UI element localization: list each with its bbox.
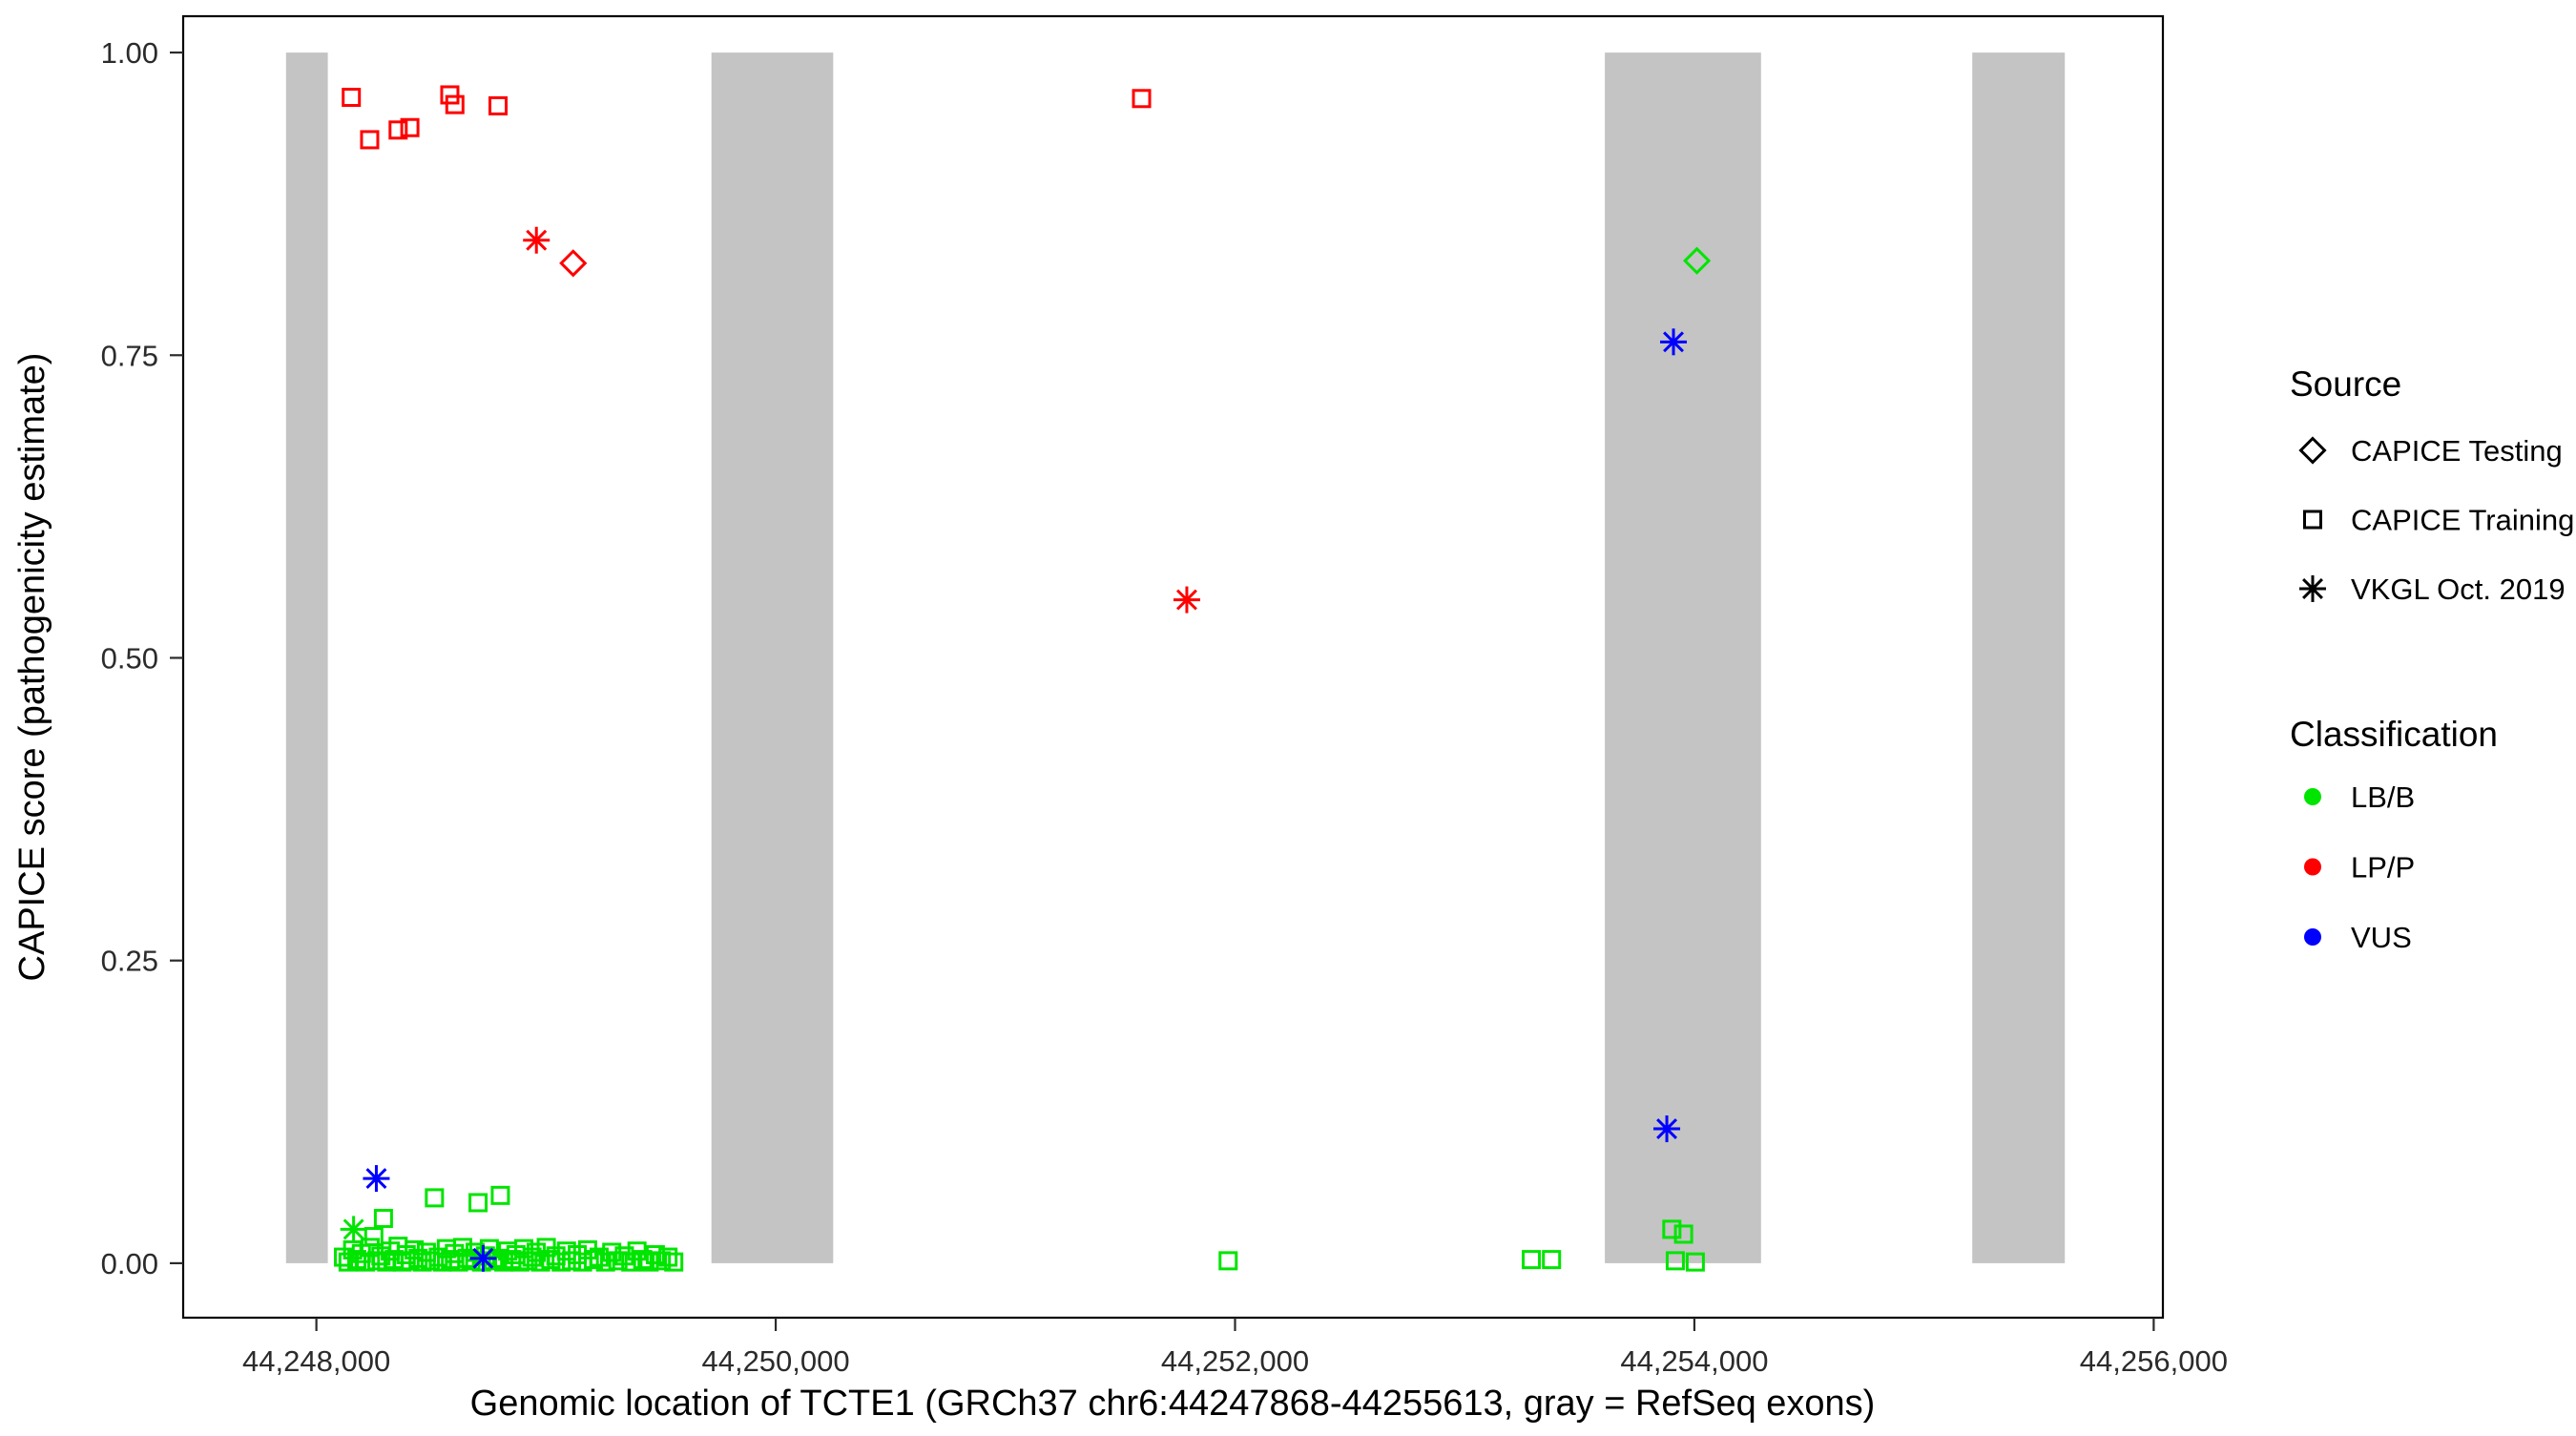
- series-vkgl-oct-2019-lp-p: [523, 226, 1200, 614]
- panel-border: [181, 14, 2165, 1320]
- y-tick-label: 0.50: [101, 641, 158, 675]
- data-point: [1682, 246, 1712, 275]
- data-point: [595, 1252, 615, 1272]
- legend-classification-item: LP/P: [2304, 851, 2415, 884]
- data-point: [1653, 1115, 1681, 1143]
- exon-band: [1972, 52, 2066, 1263]
- legend-source-title: Source: [2290, 364, 2401, 404]
- legend-item-label: LB/B: [2351, 780, 2415, 814]
- data-point: [388, 120, 408, 140]
- y-tick-label: 1.00: [101, 36, 158, 70]
- legend-item-label: CAPICE Testing: [2351, 434, 2563, 468]
- legend-source-item: CAPICE Testing: [2298, 434, 2563, 468]
- data-point: [664, 1252, 684, 1272]
- data-point: [469, 1244, 497, 1272]
- data-point: [614, 1246, 634, 1266]
- x-tick-label: 44,254,000: [1620, 1344, 1768, 1378]
- series-capice-training-lb-b: [334, 1185, 1705, 1272]
- data-point: [633, 1250, 653, 1270]
- legend-source-item: CAPICE Training: [2303, 504, 2574, 537]
- legend-classification-title: Classification: [2290, 715, 2498, 754]
- legend-item-label: LP/P: [2351, 851, 2415, 884]
- data-point: [589, 1247, 609, 1267]
- data-point: [490, 1185, 510, 1205]
- data-point: [1218, 1251, 1238, 1271]
- data-point: [583, 1250, 603, 1270]
- exon-bands: [285, 52, 2066, 1263]
- diamond-key-icon: [2298, 436, 2327, 465]
- data-point: [363, 1165, 390, 1193]
- legend-source-item: VKGL Oct. 2019: [2299, 572, 2566, 606]
- data-point: [340, 1216, 367, 1243]
- series-vkgl-oct-2019-vus: [363, 328, 1688, 1272]
- series-vkgl-oct-2019-lb-b: [340, 1216, 367, 1243]
- data-point: [400, 117, 420, 137]
- series-capice-testing-lb-b: [1682, 246, 1712, 275]
- y-tick-label: 0.00: [101, 1247, 158, 1280]
- data-point: [652, 1251, 672, 1271]
- x-tick-label: 44,250,000: [701, 1344, 849, 1378]
- color-dot-icon: [2304, 858, 2321, 876]
- data-point: [440, 85, 460, 105]
- data-point: [425, 1188, 445, 1208]
- data-point: [1673, 1224, 1693, 1244]
- legend: CAPICE Testing CAPICE Training VKGL Oct. 2…: [2298, 434, 2574, 954]
- legend-item-label: VUS: [2351, 921, 2412, 954]
- legend-classification-item: VUS: [2304, 921, 2412, 954]
- x-tick-label: 44,248,000: [242, 1344, 390, 1378]
- data-point: [445, 94, 465, 114]
- y-tick-label: 0.75: [101, 339, 158, 372]
- x-tick-label: 44,256,000: [2080, 1344, 2228, 1378]
- data-point: [559, 249, 588, 278]
- data-point: [468, 1193, 488, 1213]
- axis-ticks: 44,248,000 44,250,000 44,252,000 44,254,000…: [101, 36, 2228, 1378]
- data-point: [556, 1241, 576, 1261]
- square-key-icon: [2303, 510, 2322, 530]
- series-capice-training-lp-p: [342, 85, 1152, 150]
- data-point: [364, 1226, 384, 1246]
- data-point: [488, 95, 509, 115]
- data-point: [1522, 1250, 1542, 1270]
- legend-classification-item: LB/B: [2304, 780, 2415, 814]
- data-point: [1132, 89, 1152, 109]
- x-tick-label: 44,252,000: [1161, 1344, 1309, 1378]
- y-axis-title: CAPICE score (pathogenicity estimate): [12, 353, 52, 982]
- data-point: [1660, 328, 1688, 356]
- data-point: [1173, 586, 1200, 614]
- data-point: [523, 226, 551, 254]
- data-point: [1685, 1252, 1705, 1272]
- data-point: [621, 1252, 641, 1272]
- axis-and-legend-titles: Genomic location of TCTE1 (GRCh37 chr6:4…: [12, 353, 2498, 1424]
- exon-band: [285, 52, 328, 1263]
- data-point: [373, 1208, 393, 1228]
- data-point: [645, 1245, 665, 1265]
- data-point: [658, 1247, 678, 1267]
- data-point: [360, 130, 380, 150]
- y-tick-label: 0.25: [101, 945, 158, 978]
- asterisk-key-icon: [2299, 575, 2326, 602]
- data-point: [1662, 1219, 1682, 1239]
- data-point: [562, 1251, 582, 1271]
- x-axis-title: Genomic location of TCTE1 (GRCh37 chr6:4…: [470, 1384, 1876, 1424]
- data-point: [1542, 1250, 1562, 1270]
- legend-item-label: CAPICE Training: [2351, 504, 2574, 537]
- color-dot-icon: [2304, 788, 2321, 805]
- data-point: [608, 1251, 628, 1271]
- exon-band: [1605, 52, 1761, 1263]
- color-dot-icon: [2304, 928, 2321, 946]
- series-capice-testing-lp-p: [559, 249, 588, 278]
- data-point: [342, 88, 362, 108]
- data-point: [1665, 1251, 1685, 1271]
- exon-band: [711, 52, 834, 1263]
- legend-item-label: VKGL Oct. 2019: [2351, 572, 2566, 606]
